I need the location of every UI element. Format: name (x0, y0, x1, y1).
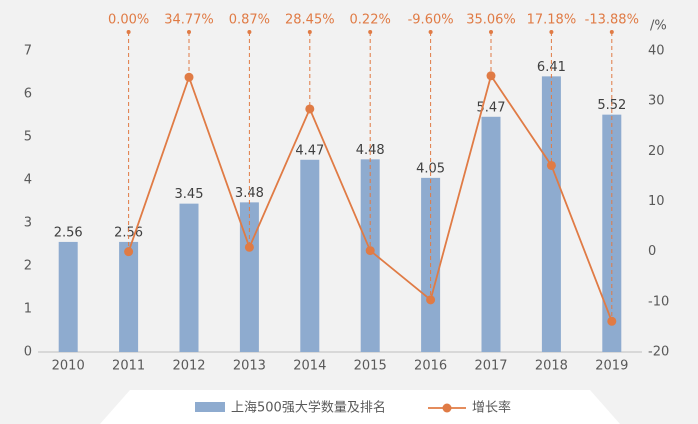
line-point (486, 71, 496, 81)
bar (300, 159, 320, 352)
line-value-label: -9.60% (408, 13, 454, 28)
y2-tick-label: -10 (648, 294, 669, 309)
leader-dot (247, 30, 252, 34)
x-tick-label: 2016 (414, 359, 447, 374)
y-tick-label: 1 (24, 302, 32, 317)
bar (481, 116, 501, 352)
line-value-label: 0.87% (229, 13, 270, 28)
y2-tick-label: -20 (648, 345, 669, 360)
line-value-label: 34.77% (164, 13, 214, 28)
x-tick-label: 2013 (233, 359, 266, 374)
line-point (305, 104, 315, 114)
line-point (426, 295, 436, 305)
leader-dot (126, 30, 131, 34)
bar (602, 114, 622, 352)
line-point (365, 246, 375, 256)
x-tick-label: 2012 (172, 359, 205, 374)
line-value-label: 28.45% (285, 13, 335, 28)
bar (360, 159, 380, 352)
leader-dot (187, 30, 191, 34)
y-tick-label: 4 (24, 173, 32, 188)
leader-dot (549, 30, 554, 34)
y2-tick-label: 20 (648, 144, 665, 159)
leader-dot (428, 30, 433, 34)
line-point (244, 242, 254, 252)
x-tick-label: 2017 (474, 359, 507, 374)
line-point (546, 160, 556, 170)
legend-box (100, 390, 620, 424)
y-tick-label: 5 (24, 130, 32, 145)
bar-value-label: 3.45 (175, 187, 204, 202)
bar (179, 203, 199, 352)
x-tick-label: 2011 (112, 359, 145, 374)
legend-label: 增长率 (472, 400, 511, 416)
line-value-label: 17.18% (527, 13, 577, 28)
line-value-label: 0.22% (350, 13, 391, 28)
y-tick-label: 3 (24, 216, 32, 231)
x-tick-label: 2014 (293, 359, 326, 374)
x-tick-label: 2018 (535, 359, 568, 374)
y-tick-label: 7 (24, 44, 32, 59)
x-tick-label: 2010 (52, 359, 85, 374)
bar (119, 241, 139, 352)
y2-axis-label: /% (650, 19, 667, 34)
bar-value-label: 4.47 (295, 143, 324, 158)
y-tick-label: 2 (24, 259, 32, 274)
leader-dot (609, 30, 614, 34)
leader-dot (307, 30, 312, 34)
line-value-label: 35.06% (466, 13, 516, 28)
x-tick-label: 2019 (595, 359, 628, 374)
line-point (607, 316, 617, 326)
y2-tick-label: 40 (648, 44, 665, 59)
bar (58, 241, 78, 352)
y2-tick-label: 10 (648, 194, 665, 209)
line-point (184, 72, 194, 82)
line-value-label: -13.88% (585, 13, 639, 28)
line-point (124, 247, 134, 257)
bar (239, 202, 259, 352)
legend-swatch (195, 402, 225, 412)
leader-dot (489, 30, 493, 34)
line-value-label: 0.00% (108, 13, 149, 28)
legend-label: 上海500强大学数量及排名 (231, 400, 386, 416)
y2-tick-label: 0 (648, 244, 656, 259)
bar-value-label: 4.48 (356, 143, 385, 158)
leader-dot (368, 30, 373, 34)
bar-value-label: 2.56 (54, 225, 83, 240)
y2-tick-label: 30 (648, 94, 665, 109)
bar (541, 76, 561, 353)
y-tick-label: 6 (24, 87, 32, 102)
legend-swatch (442, 403, 452, 413)
y-tick-label: 0 (24, 345, 32, 360)
x-tick-label: 2015 (354, 359, 387, 374)
